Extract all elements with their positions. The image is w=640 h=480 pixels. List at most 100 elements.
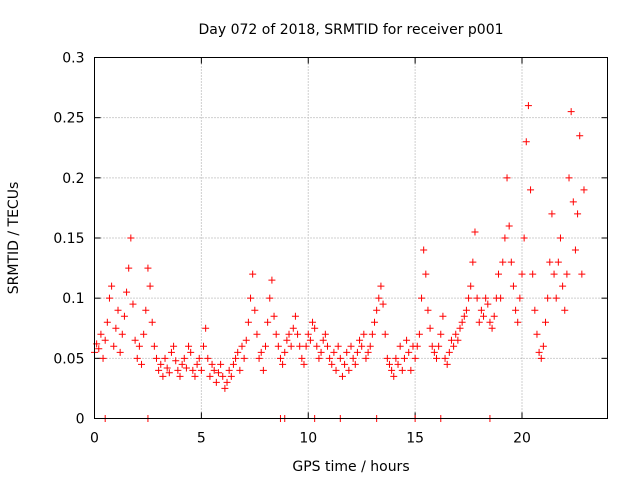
data-point xyxy=(138,360,146,368)
data-point xyxy=(112,324,120,332)
data-point xyxy=(338,372,346,380)
data-point xyxy=(497,294,505,302)
data-point xyxy=(514,318,522,326)
data-point xyxy=(424,306,432,314)
x-axis-label: GPS time / hours xyxy=(292,459,409,475)
data-point xyxy=(403,336,411,344)
data-point xyxy=(428,342,436,350)
data-point xyxy=(161,354,169,362)
data-point xyxy=(426,324,434,332)
data-point xyxy=(509,282,517,290)
data-point xyxy=(105,294,113,302)
data-point xyxy=(110,342,118,350)
data-point xyxy=(518,270,526,278)
data-point xyxy=(415,330,423,338)
data-point xyxy=(535,348,543,356)
data-point xyxy=(276,354,284,362)
data-point xyxy=(554,258,562,266)
data-point xyxy=(574,210,582,218)
data-point xyxy=(135,342,143,350)
data-point xyxy=(520,234,528,242)
data-point xyxy=(120,312,128,320)
data-point xyxy=(116,348,124,356)
data-point xyxy=(522,138,530,146)
data-point xyxy=(208,360,216,368)
data-point xyxy=(388,366,396,374)
data-point xyxy=(306,336,314,344)
data-point xyxy=(488,324,496,332)
data-point xyxy=(336,354,344,362)
x-tick-label: 10 xyxy=(299,431,317,447)
data-point xyxy=(123,288,131,296)
data-point xyxy=(411,354,419,362)
data-point xyxy=(366,342,374,350)
data-point xyxy=(114,306,122,314)
data-point xyxy=(225,366,233,374)
data-point xyxy=(548,210,556,218)
data-point xyxy=(272,330,280,338)
data-point xyxy=(377,282,385,290)
data-point xyxy=(180,354,188,362)
data-point xyxy=(133,354,141,362)
data-point xyxy=(262,342,269,350)
data-point xyxy=(281,348,289,356)
data-point xyxy=(197,366,205,374)
data-point xyxy=(330,348,338,356)
data-point xyxy=(296,342,304,350)
data-point xyxy=(189,366,197,374)
data-point xyxy=(486,318,494,326)
data-point xyxy=(302,342,310,350)
data-point xyxy=(244,318,252,326)
data-point xyxy=(347,342,355,350)
data-point xyxy=(430,348,438,356)
data-point xyxy=(563,270,571,278)
data-point xyxy=(193,360,201,368)
data-point xyxy=(578,270,586,278)
data-point xyxy=(396,342,404,350)
data-point xyxy=(253,330,261,338)
data-point xyxy=(341,360,349,368)
data-point xyxy=(304,330,312,338)
data-point xyxy=(328,360,336,368)
data-point xyxy=(191,372,199,380)
data-point xyxy=(210,366,218,374)
data-point xyxy=(99,354,107,362)
data-point xyxy=(503,174,511,182)
data-point xyxy=(204,354,212,362)
data-point xyxy=(144,264,152,272)
axis-ticks xyxy=(94,57,608,419)
data-point xyxy=(571,246,579,254)
data-point xyxy=(567,108,575,116)
data-point xyxy=(467,282,475,290)
data-point xyxy=(441,354,449,362)
data-point xyxy=(527,186,535,194)
data-point xyxy=(127,234,135,242)
data-point xyxy=(319,336,327,344)
data-point xyxy=(155,366,163,374)
data-point xyxy=(178,360,186,368)
data-point xyxy=(291,312,299,320)
data-point xyxy=(480,312,488,320)
data-point xyxy=(381,330,389,338)
data-point xyxy=(221,384,229,392)
data-point xyxy=(321,330,329,338)
data-point xyxy=(362,354,370,362)
data-point xyxy=(349,354,357,362)
data-point xyxy=(437,330,445,338)
data-point xyxy=(259,366,267,374)
data-point xyxy=(364,348,372,356)
data-point xyxy=(490,312,498,320)
data-point xyxy=(283,336,291,344)
data-point xyxy=(108,282,116,290)
data-point xyxy=(150,342,158,350)
data-point xyxy=(469,258,477,266)
data-point xyxy=(512,306,520,314)
data-point xyxy=(524,102,532,110)
data-point xyxy=(315,354,323,362)
data-point xyxy=(360,330,368,338)
data-point xyxy=(103,318,111,326)
data-point xyxy=(200,342,208,350)
data-point xyxy=(217,360,225,368)
data-point xyxy=(268,276,276,284)
data-point xyxy=(97,330,105,338)
